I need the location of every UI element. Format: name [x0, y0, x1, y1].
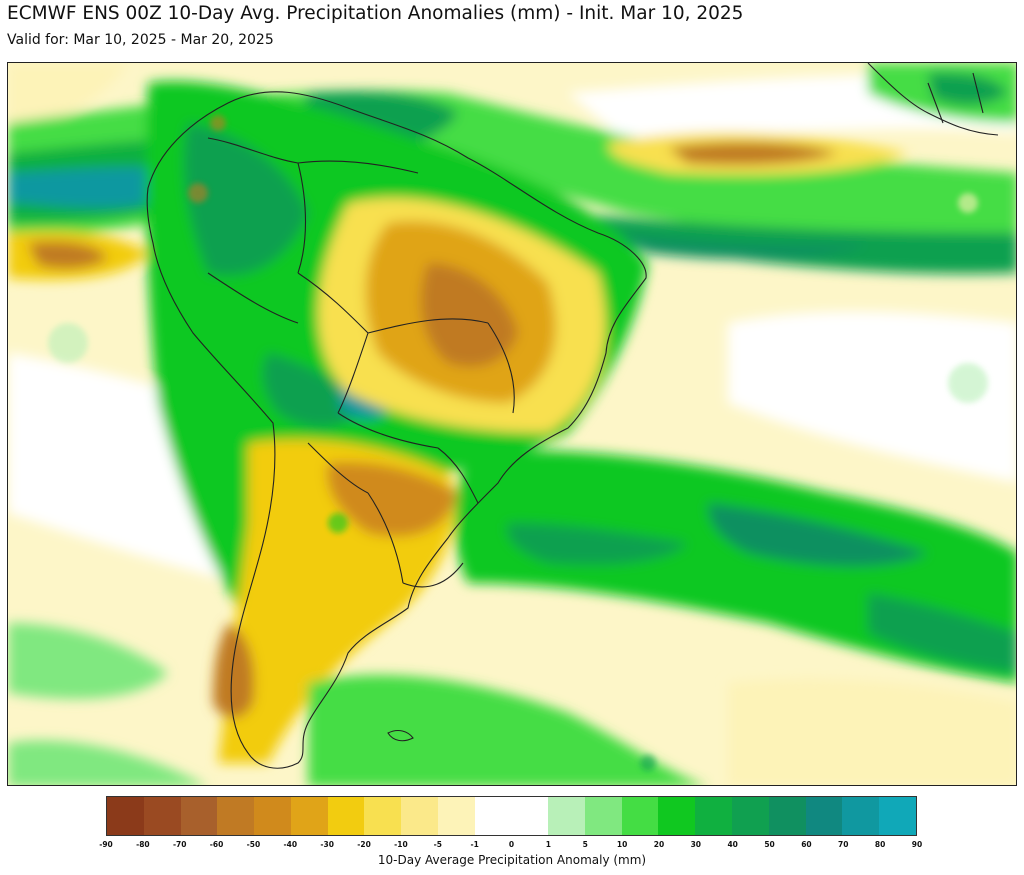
colorbar [106, 796, 917, 836]
colorbar-tick-label: 1 [545, 840, 551, 849]
colorbar-swatch [327, 797, 365, 835]
colorbar-tick-label: -80 [136, 840, 150, 849]
colorbar-tick-label: -5 [433, 840, 442, 849]
precipitation-anomaly-map [7, 62, 1017, 786]
colorbar-tick-label: -1 [470, 840, 479, 849]
colorbar-swatch [805, 797, 843, 835]
anomaly-field [8, 63, 1016, 785]
colorbar-swatch [474, 797, 512, 835]
colorbar-tick-label: 5 [582, 840, 588, 849]
colorbar-swatch [658, 797, 696, 835]
map-title: ECMWF ENS 00Z 10-Day Avg. Precipitation … [7, 3, 744, 24]
colorbar-tick-label: 30 [690, 840, 702, 849]
colorbar-swatch [437, 797, 475, 835]
colorbar-swatch [842, 797, 880, 835]
colorbar-swatch [290, 797, 328, 835]
colorbar-swatch [621, 797, 659, 835]
colorbar-tick-label: -30 [320, 840, 334, 849]
colorbar-ticks: -90 -80 -70 -60 -50 -40 -30 -20 -10 -5 -1 0 1 5 10 20 30… [99, 840, 922, 852]
colorbar-swatch [364, 797, 402, 835]
colorbar-label: 10-Day Average Precipitation Anomaly (mm… [377, 853, 647, 867]
colorbar-swatch [401, 797, 438, 835]
colorbar-tick-label: -50 [246, 840, 261, 849]
colorbar-tick-label: -60 [209, 840, 224, 849]
colorbar-swatch [143, 797, 181, 835]
map-svg [8, 63, 1016, 785]
colorbar-tick-label: 70 [838, 840, 849, 849]
colorbar-swatch [695, 797, 733, 835]
colorbar-tick-label: -40 [283, 840, 298, 849]
map-subtitle: Valid for: Mar 10, 2025 - Mar 20, 2025 [7, 32, 274, 48]
colorbar-swatch [511, 797, 549, 835]
colorbar-tick-label: 60 [801, 840, 812, 849]
colorbar-swatch [732, 797, 769, 835]
colorbar-swatch [768, 797, 806, 835]
colorbar-tick-label: 20 [653, 840, 665, 849]
colorbar-tick-label: -70 [172, 840, 187, 849]
colorbar-tick-label: 40 [727, 840, 738, 849]
colorbar-swatch [548, 797, 585, 835]
anomaly-detail [48, 115, 988, 771]
colorbar-tick-label: -10 [394, 840, 408, 849]
colorbar-tick-label: 50 [764, 840, 775, 849]
colorbar-swatch [180, 797, 218, 835]
colorbar-tick-label: 90 [911, 840, 923, 849]
colorbar-swatch [217, 797, 255, 835]
colorbar-swatch [107, 797, 144, 835]
colorbar-swatch [584, 797, 622, 835]
colorbar-swatch [254, 797, 291, 835]
colorbar-swatch [879, 797, 916, 835]
colorbar-tick-label: 0 [508, 840, 515, 849]
country-borders [146, 63, 999, 769]
colorbar-tick-label: 10 [616, 840, 628, 849]
colorbar-tick-label: -20 [357, 840, 371, 849]
colorbar-tick-label: -90 [99, 840, 113, 849]
colorbar-tick-label: 80 [874, 840, 886, 849]
